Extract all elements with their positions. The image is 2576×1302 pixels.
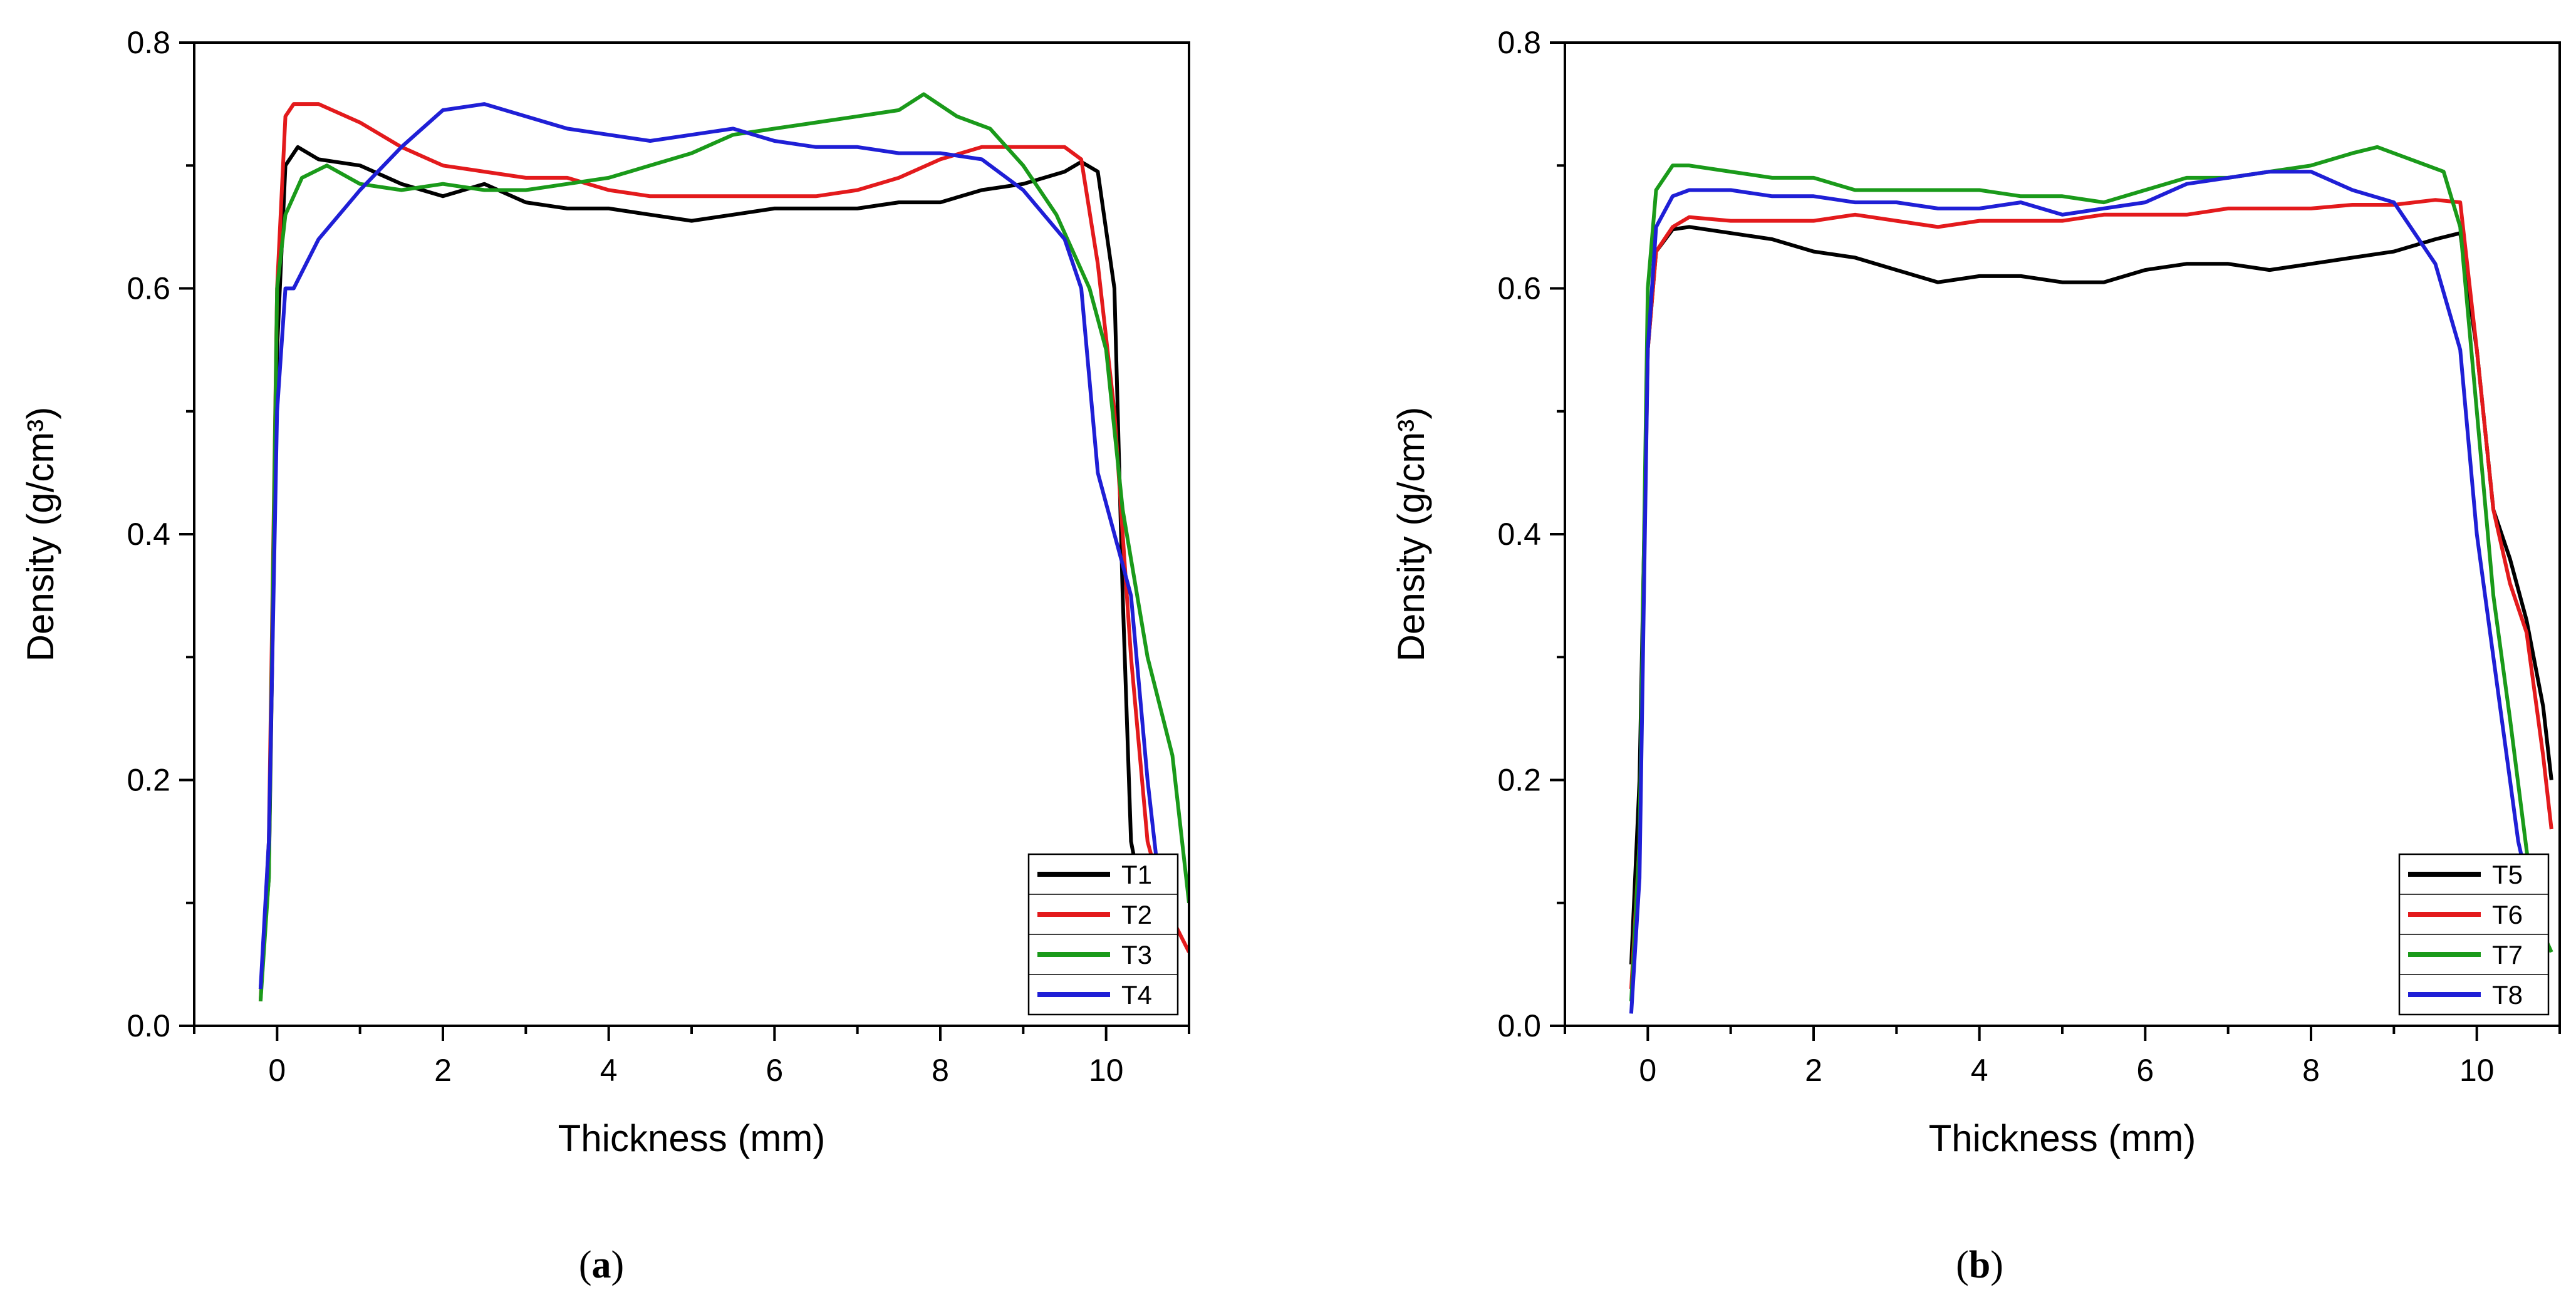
- y-tick-label: 0.2: [1497, 763, 1541, 798]
- legend-label-t6: T6: [2492, 900, 2523, 929]
- series-lines: [1629, 145, 2553, 1014]
- x-tick-label: 0: [268, 1053, 286, 1088]
- x-tick-label: 2: [434, 1053, 452, 1088]
- legend: T1 T2 T3 T4: [1027, 853, 1179, 1016]
- legend-label-t5: T5: [2492, 860, 2523, 889]
- legend-label-t3: T3: [1121, 940, 1152, 969]
- series-line-t7: [1629, 145, 2553, 1001]
- y-tick-label: 0.4: [127, 517, 170, 552]
- panel-label-open: (: [1956, 1244, 1969, 1286]
- x-tick-label: 10: [2459, 1053, 2495, 1088]
- y-tick-label: 0.4: [1497, 517, 1541, 552]
- legend: T5 T6 T7 T8: [2398, 853, 2550, 1016]
- x-tick-label: 0: [1639, 1053, 1656, 1088]
- panel-label-open: (: [579, 1244, 592, 1286]
- y-tick-label: 0.8: [127, 25, 170, 60]
- panel-label-letter: a: [592, 1244, 611, 1286]
- series-line-t1: [258, 145, 1178, 996]
- panel-label-close: ): [1990, 1244, 2003, 1286]
- y-tick-label: 0.6: [127, 271, 170, 306]
- y-tick-label: 0.8: [1497, 25, 1541, 60]
- panel-label-close: ): [611, 1244, 625, 1286]
- panel-label: (a): [579, 1244, 624, 1286]
- y-tick-label: 0.2: [127, 763, 170, 798]
- x-axis-label: Thickness (mm): [1929, 1117, 2196, 1159]
- series-line-t3: [258, 92, 1189, 1002]
- panel-b: 0 2 4 6 8 10 0.0 0.2 0.4 0.6 0.8 Thickness (mm) Dens…: [1390, 25, 2561, 1286]
- y-tick-label: 0.6: [1497, 271, 1541, 306]
- legend-label-t2: T2: [1121, 900, 1152, 929]
- y-axis-label: Density (g/cm³): [1390, 407, 1432, 662]
- y-tick-label: 0.0: [127, 1008, 170, 1043]
- series-line-t8: [1629, 170, 2537, 1014]
- x-tick-label: 8: [932, 1053, 949, 1088]
- x-tick-label: 4: [1971, 1053, 1988, 1088]
- legend-label-t8: T8: [2492, 980, 2523, 1010]
- legend-label-t7: T7: [2492, 940, 2523, 969]
- x-tick-label: 4: [600, 1053, 618, 1088]
- series-lines: [258, 92, 1189, 1002]
- series-line-t4: [258, 102, 1179, 989]
- series-line-t6: [1629, 198, 2553, 989]
- legend-label-t1: T1: [1121, 860, 1152, 889]
- panel-label: (b): [1956, 1244, 2003, 1286]
- series-line-t2: [258, 102, 1189, 1001]
- y-axis-label: Density (g/cm³): [19, 407, 61, 662]
- x-axis-label: Thickness (mm): [558, 1117, 826, 1159]
- x-tick-label: 6: [766, 1053, 783, 1088]
- x-tick-label: 2: [1805, 1053, 1822, 1088]
- y-tick-label: 0.0: [1497, 1008, 1541, 1043]
- x-tick-label: 6: [2136, 1053, 2154, 1088]
- legend-label-t4: T4: [1121, 980, 1152, 1010]
- x-tick-label: 10: [1089, 1053, 1124, 1088]
- panel-label-letter: b: [1969, 1244, 1990, 1286]
- x-tick-label: 8: [2302, 1053, 2320, 1088]
- panel-a: 0 2 4 6 8 10 0.0 0.2 0.4 0.6 0.8 Thickness (mm) Dens…: [19, 25, 1190, 1286]
